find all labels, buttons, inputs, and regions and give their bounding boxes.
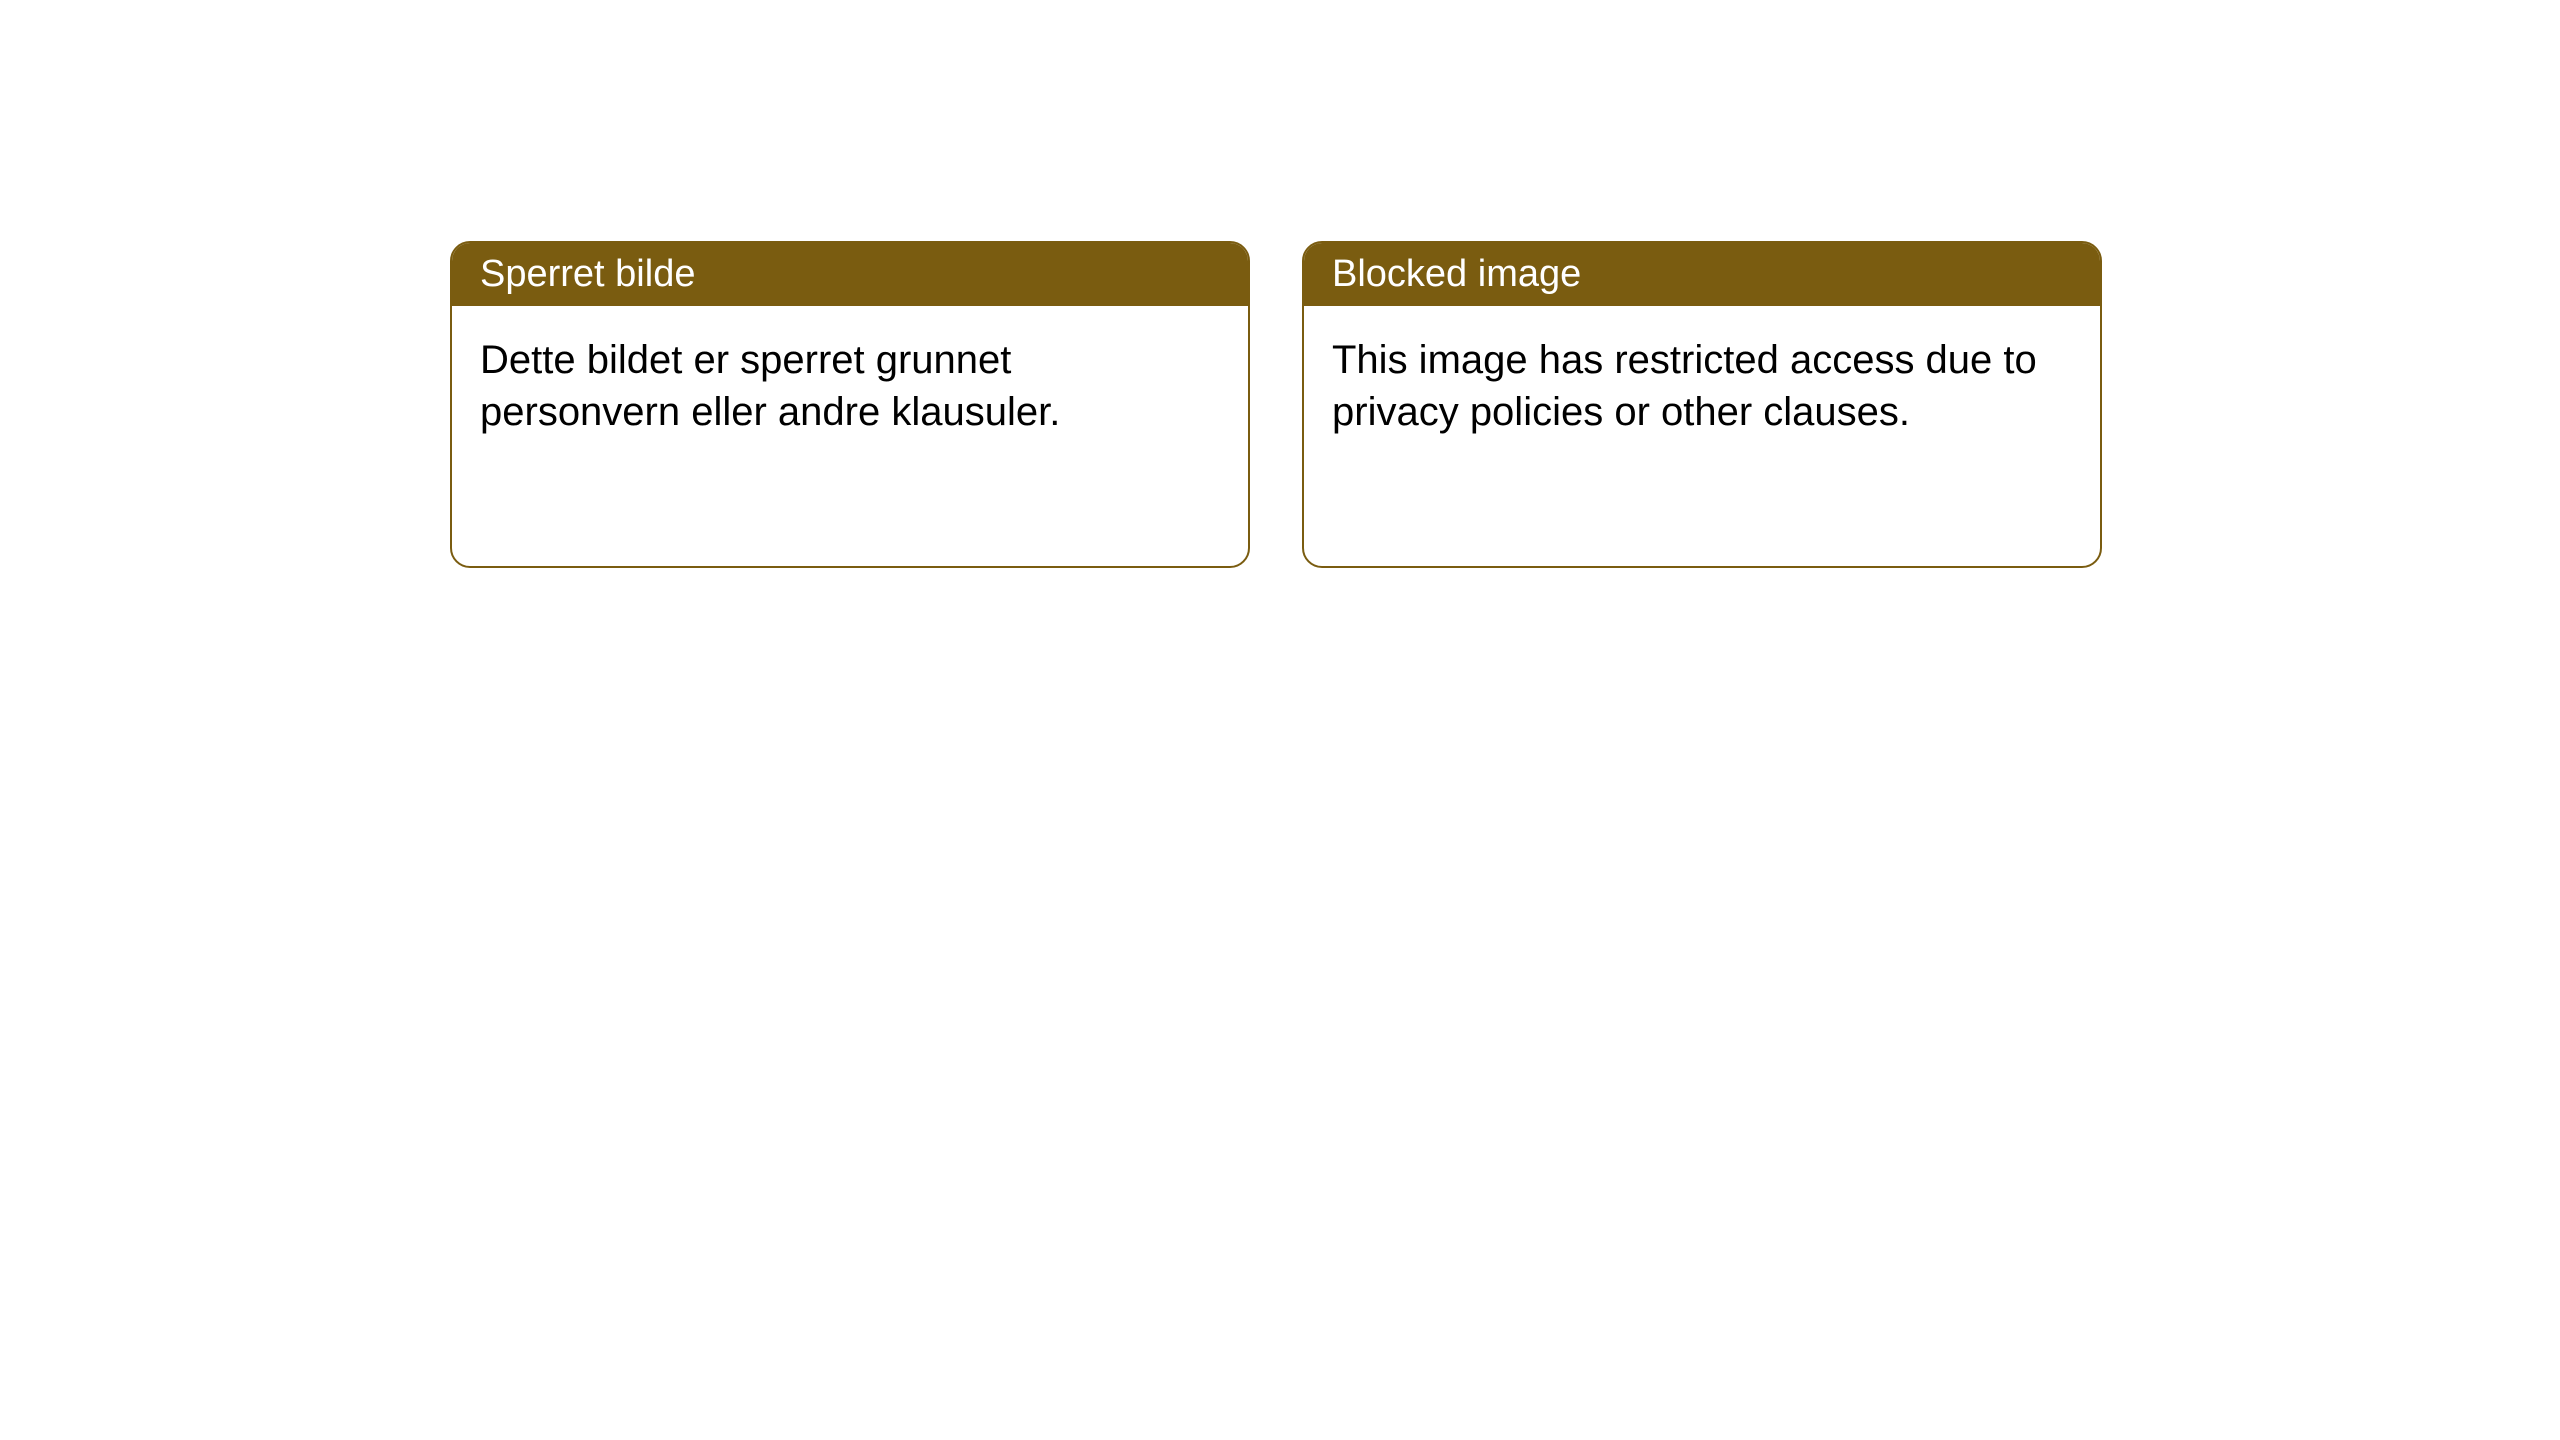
notice-body: This image has restricted access due to … (1304, 306, 2100, 566)
notice-title: Sperret bilde (480, 253, 695, 295)
notice-body: Dette bildet er sperret grunnet personve… (452, 306, 1248, 566)
notice-body-text: Dette bildet er sperret grunnet personve… (480, 338, 1060, 434)
notice-body-text: This image has restricted access due to … (1332, 338, 2037, 434)
notice-card-english: Blocked image This image has restricted … (1302, 241, 2102, 568)
notice-title: Blocked image (1332, 253, 1581, 295)
notice-card-norwegian: Sperret bilde Dette bildet er sperret gr… (450, 241, 1250, 568)
notice-header: Blocked image (1304, 243, 2100, 306)
notice-header: Sperret bilde (452, 243, 1248, 306)
notice-container: Sperret bilde Dette bildet er sperret gr… (0, 0, 2560, 568)
